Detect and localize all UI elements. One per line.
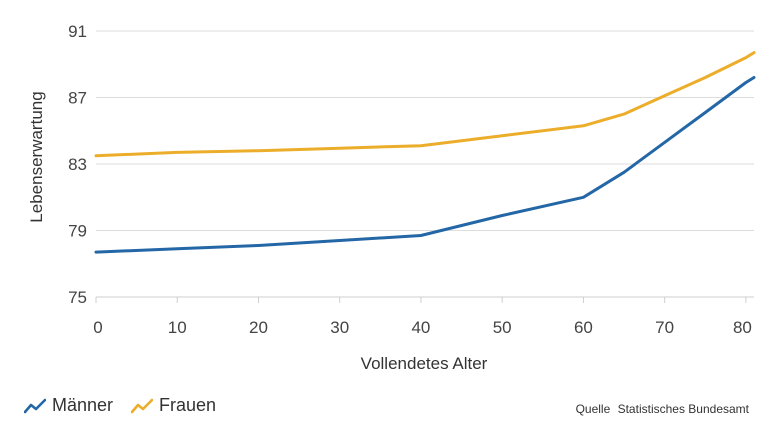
x-tick-label-40: 40 <box>411 318 430 337</box>
x-tick-label-50: 50 <box>493 318 512 337</box>
y-tick-label-79: 79 <box>68 222 87 241</box>
source-prefix: Quelle <box>575 402 611 416</box>
series-lines <box>94 51 756 254</box>
tick-labels: 75 79 83 87 91 0 10 20 30 40 50 60 70 80 <box>68 22 752 337</box>
source-credit: Quelle Statistisches Bundesamt <box>576 402 753 416</box>
x-tick-label-10: 10 <box>168 318 187 337</box>
legend: Männer Frauen <box>24 395 234 416</box>
y-tick-label-75: 75 <box>68 288 87 307</box>
legend-label-frauen: Frauen <box>159 395 217 415</box>
series-line-frauen <box>94 51 756 158</box>
grid-lines <box>96 30 754 298</box>
x-axis-ticks <box>95 297 747 303</box>
x-tick-label-70: 70 <box>655 318 674 337</box>
x-tick-label-80: 80 <box>733 318 752 337</box>
y-tick-label-91: 91 <box>68 22 87 41</box>
trend-line-icon <box>24 398 46 413</box>
y-axis-title: Lebenserwartung <box>27 91 46 222</box>
legend-item-maenner[interactable]: Männer <box>24 395 113 416</box>
y-tick-label-83: 83 <box>68 155 87 174</box>
x-axis-title: Vollendetes Alter <box>361 354 488 373</box>
x-tick-label-20: 20 <box>249 318 268 337</box>
x-tick-label-30: 30 <box>330 318 349 337</box>
line-chart: 75 79 83 87 91 0 10 20 30 40 50 60 70 80 Lebenserwart… <box>27 22 756 373</box>
source-name: Statistisches Bundesamt <box>617 402 749 416</box>
trend-line-icon <box>131 398 154 413</box>
legend-item-frauen[interactable]: Frauen <box>131 395 216 416</box>
y-tick-label-87: 87 <box>68 89 87 108</box>
x-tick-label-60: 60 <box>574 318 593 337</box>
series-line-maenner <box>94 76 756 254</box>
x-tick-label-0: 0 <box>93 318 102 337</box>
legend-label-maenner: Männer <box>52 395 114 415</box>
